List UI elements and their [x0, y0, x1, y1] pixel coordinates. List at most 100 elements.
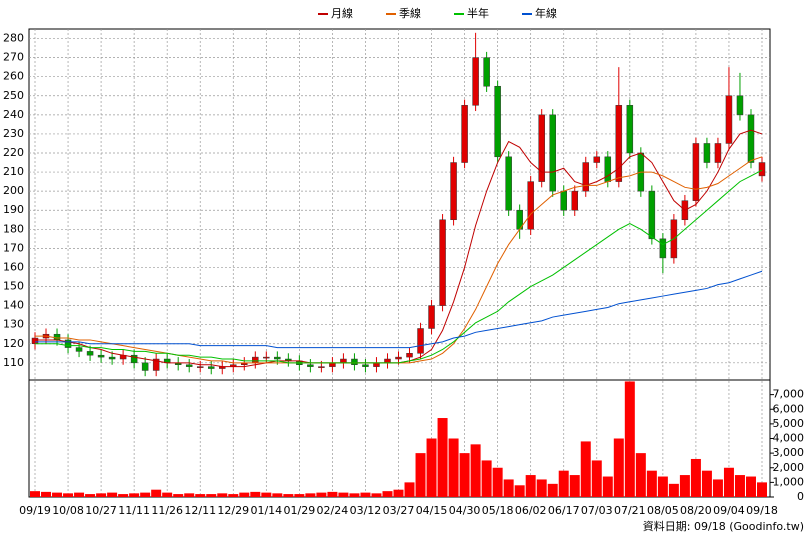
- candle-body: [703, 143, 711, 163]
- x-tick-label: 03/12: [350, 504, 382, 517]
- x-tick-label: 04/15: [416, 504, 448, 517]
- x-tick-label: 02/24: [317, 504, 349, 517]
- y-tick-label: 220: [3, 146, 24, 159]
- volume-bar: [52, 492, 63, 497]
- candle-body: [758, 162, 766, 177]
- volume-bar: [250, 491, 261, 497]
- y-tick-label: 230: [3, 127, 24, 140]
- volume-bar: [74, 492, 85, 497]
- x-tick-label: 10/08: [52, 504, 84, 517]
- x-tick-label: 09/18: [746, 504, 778, 517]
- x-tick-label: 11/11: [118, 504, 150, 517]
- x-tick-label: 10/27: [85, 504, 117, 517]
- volume-bar: [151, 489, 162, 497]
- volume-tick-label: 2,000: [773, 461, 805, 474]
- volume-bar: [283, 494, 294, 497]
- x-tick-label: 01/29: [284, 504, 316, 517]
- volume-tick-label: 5,000: [773, 417, 805, 430]
- candle-body: [461, 105, 468, 163]
- volume-bar: [404, 482, 415, 497]
- candle-body: [86, 351, 94, 356]
- x-tick-label: 07/03: [581, 504, 613, 517]
- candle-body: [108, 356, 116, 360]
- candle-body: [307, 364, 314, 367]
- y-tick-label: 120: [3, 337, 24, 350]
- candle-body: [318, 366, 325, 368]
- volume-bar: [624, 381, 635, 497]
- volume-bar: [723, 467, 734, 497]
- candle-body: [560, 190, 567, 211]
- volume-bar: [382, 491, 393, 497]
- volume-bar: [349, 493, 360, 497]
- volume-bar: [679, 475, 690, 497]
- volume-bar: [547, 483, 558, 497]
- x-tick-label: 08/20: [680, 504, 712, 517]
- ma-line: [35, 270, 763, 349]
- candle-body: [417, 328, 424, 354]
- volume-bar: [646, 470, 657, 497]
- candle-body: [747, 114, 755, 163]
- x-tick-label: 03/27: [383, 504, 415, 517]
- candle-body: [527, 181, 534, 230]
- volume-bar: [118, 494, 129, 497]
- volume-bar: [195, 494, 206, 497]
- volume-bar: [448, 438, 459, 497]
- volume-bar: [63, 493, 74, 497]
- y-tick-label: 170: [3, 241, 24, 254]
- x-tick-label: 04/30: [449, 504, 481, 517]
- volume-bar: [261, 492, 272, 497]
- volume-tick-label: 4,000: [773, 432, 805, 445]
- volume-bar: [613, 438, 624, 497]
- volume-bar: [338, 492, 349, 497]
- volume-bar: [305, 493, 316, 497]
- candle-body: [64, 339, 72, 348]
- y-tick-label: 200: [3, 184, 24, 197]
- candle-body: [274, 356, 281, 360]
- candle-body: [340, 358, 347, 364]
- volume-bar: [239, 492, 250, 497]
- candle-body: [593, 156, 601, 163]
- candle-body: [362, 364, 369, 367]
- volume-bar: [426, 438, 437, 497]
- volume-bar: [514, 485, 525, 497]
- volume-bar: [129, 493, 140, 497]
- candle-body: [263, 356, 270, 359]
- volume-bar: [140, 492, 151, 497]
- volume-tick-label: 0: [797, 490, 804, 503]
- candle-body: [648, 190, 656, 240]
- candle-body: [75, 347, 83, 352]
- candle-body: [185, 364, 193, 367]
- legend-label: 季線: [399, 6, 421, 20]
- x-tick-label: 11/26: [151, 504, 183, 517]
- volume-bar: [96, 493, 107, 497]
- candle-body: [549, 114, 556, 192]
- volume-bar: [503, 479, 514, 497]
- volume-bar: [393, 489, 404, 497]
- volume-tick-label: 7,000: [773, 388, 805, 401]
- y-tick-label: 160: [3, 260, 24, 273]
- candle-body: [472, 57, 479, 106]
- candle-body: [373, 362, 380, 367]
- y-tick-label: 140: [3, 299, 24, 312]
- volume-bar: [459, 453, 470, 497]
- candle-body: [714, 143, 722, 163]
- volume-bar: [415, 453, 426, 497]
- plot-frame: [28, 28, 771, 498]
- candle-body: [31, 337, 39, 345]
- volume-bar: [690, 458, 701, 497]
- volume-bar: [228, 494, 239, 497]
- candle-body: [439, 219, 446, 306]
- candle-body: [604, 156, 612, 182]
- y-tick-label: 190: [3, 203, 24, 216]
- legend-label: 年線: [535, 6, 557, 20]
- volume-bar: [206, 494, 217, 497]
- volume-bar: [558, 470, 569, 497]
- candle-body: [384, 358, 391, 364]
- candle-body: [736, 95, 744, 116]
- volume-bar: [492, 467, 503, 497]
- candle-body: [505, 156, 512, 211]
- volume-bar: [525, 475, 536, 497]
- candle-body: [571, 190, 578, 211]
- candle-body: [130, 354, 138, 364]
